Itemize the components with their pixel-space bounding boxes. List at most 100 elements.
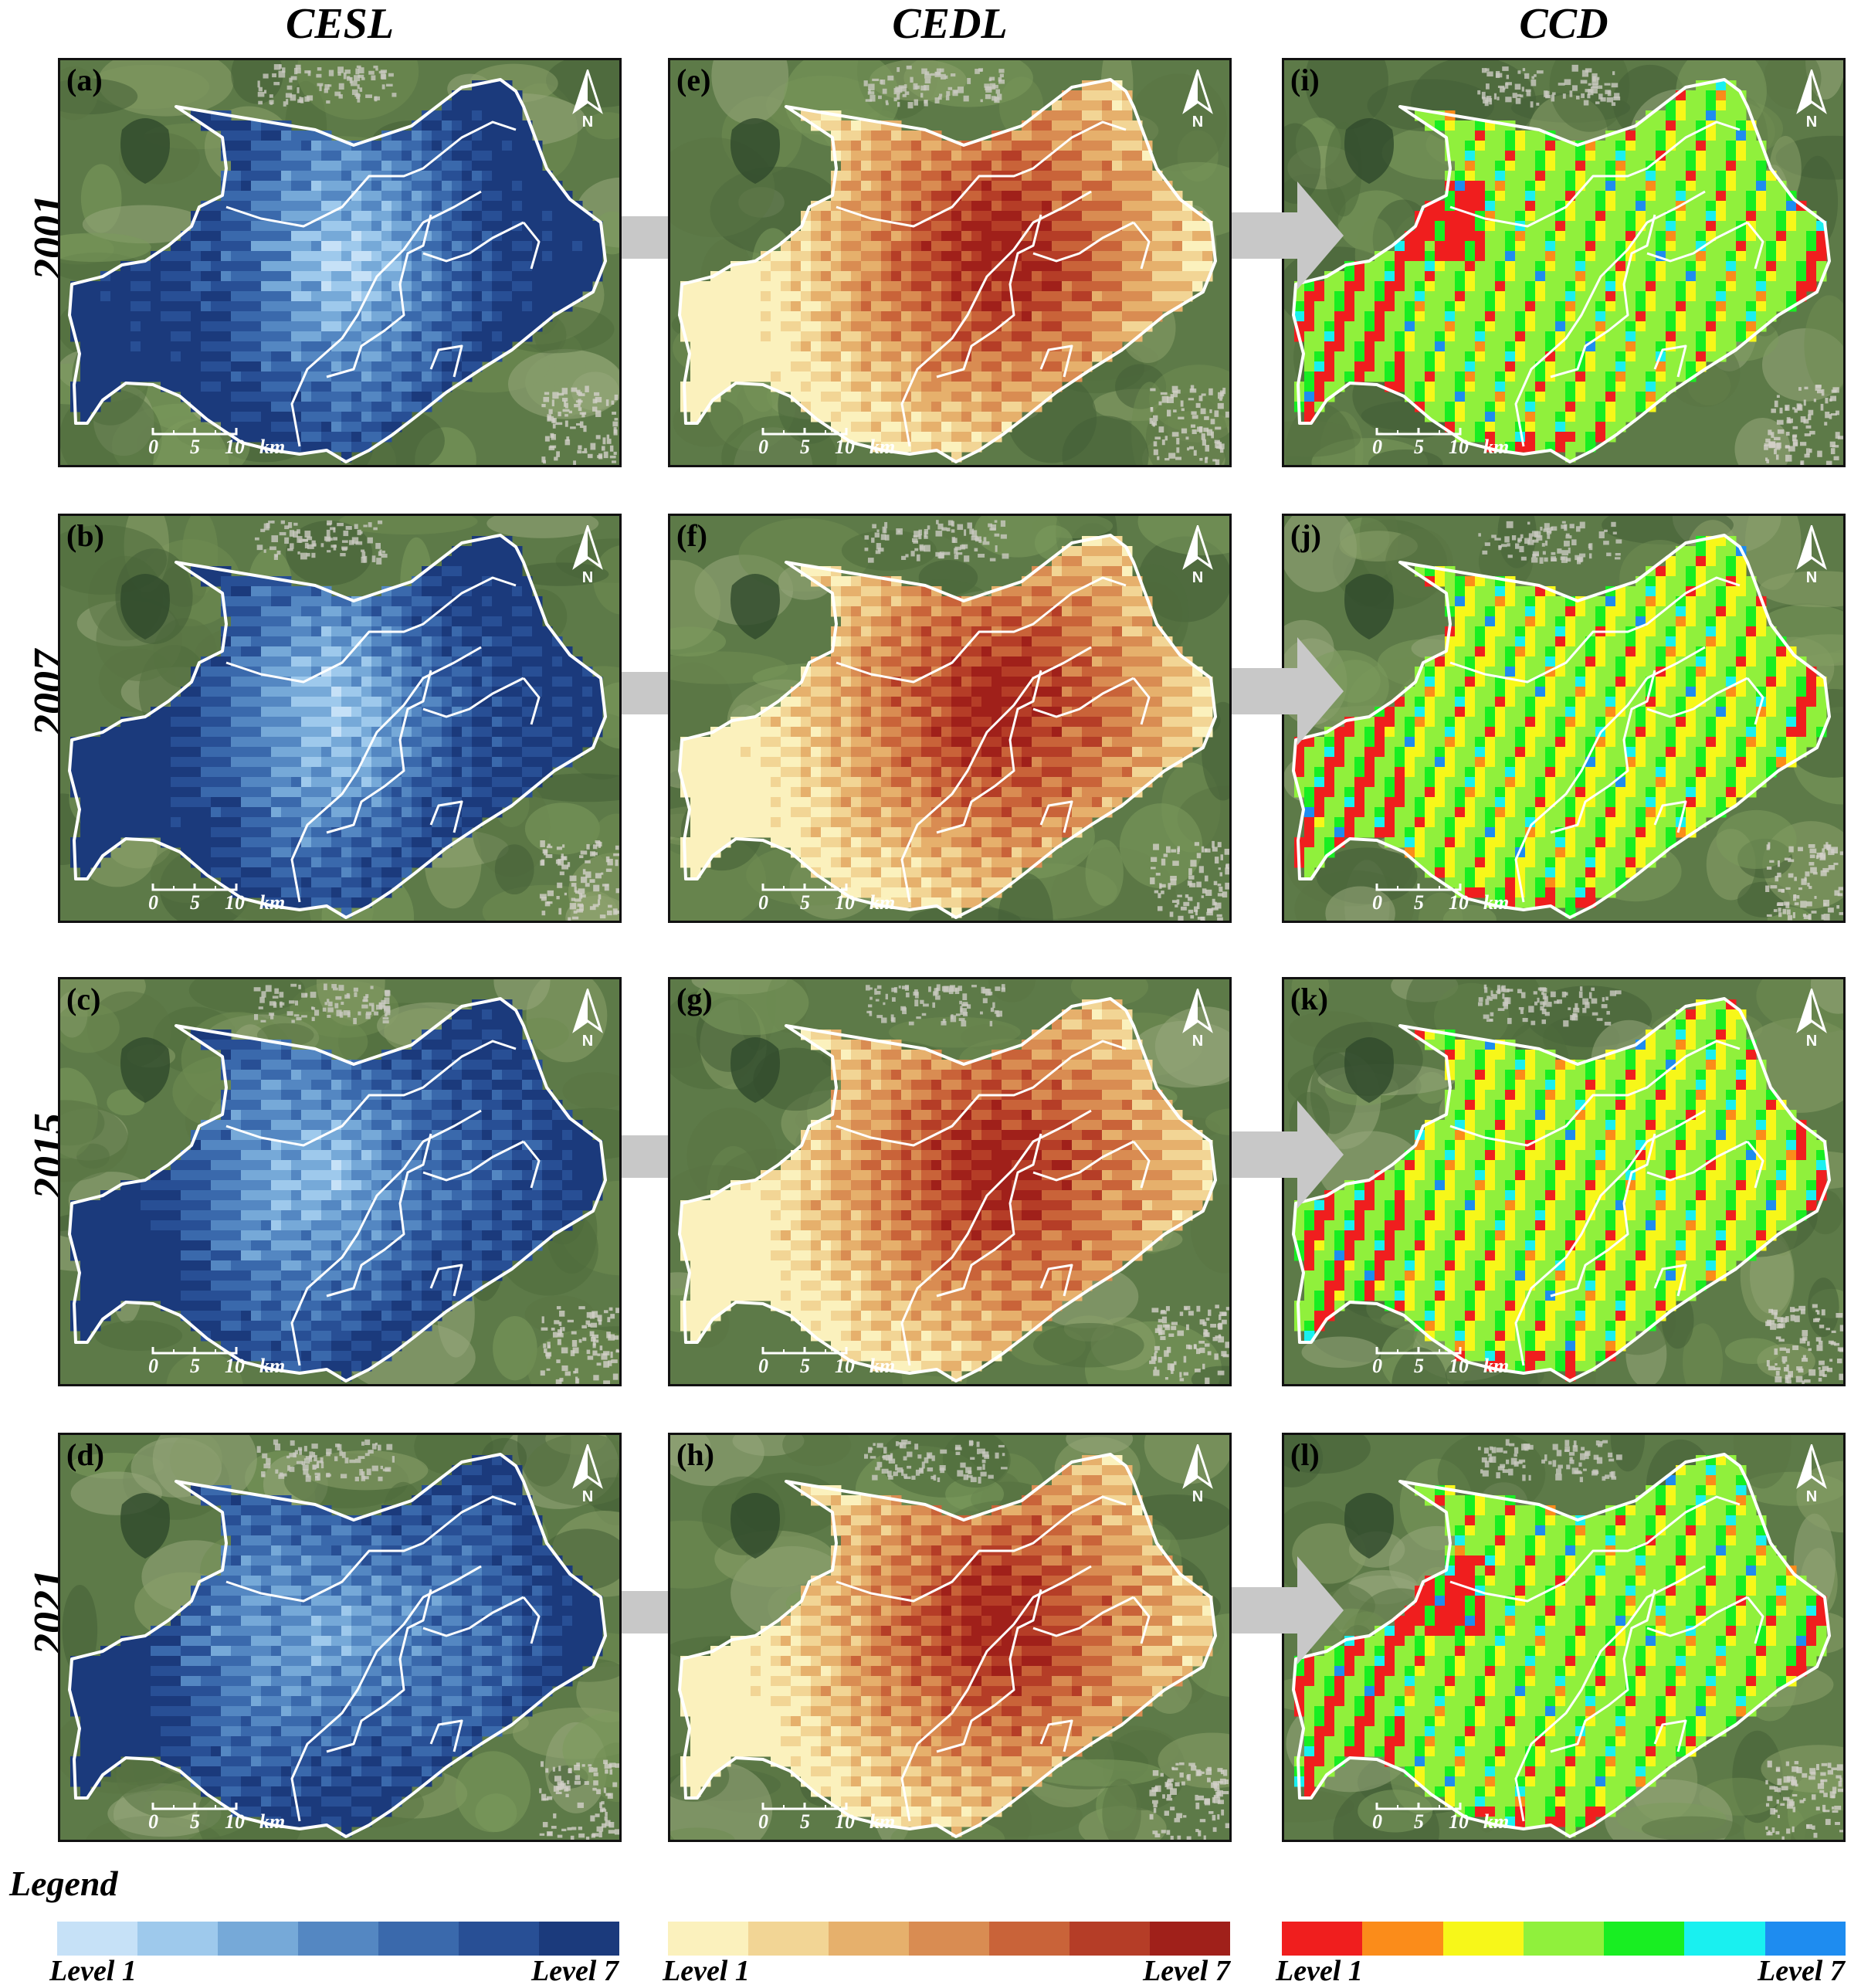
scale-label-t10: 10 bbox=[835, 436, 855, 459]
scale-label-t5: 5 bbox=[190, 891, 200, 914]
flow-arrow-icon bbox=[1232, 181, 1344, 293]
north-label: N bbox=[1794, 1488, 1829, 1506]
north-label: N bbox=[1180, 1488, 1215, 1506]
north-arrow-icon: N bbox=[1180, 1444, 1215, 1506]
satellite-basemap bbox=[1284, 516, 1846, 923]
north-label: N bbox=[570, 114, 605, 131]
legend-swatch-level-4 bbox=[1524, 1922, 1604, 1956]
north-arrow-icon: N bbox=[570, 70, 605, 131]
scale-label-unit: km bbox=[869, 436, 895, 459]
row-year-label: 2015 bbox=[6, 1131, 53, 1224]
scale-label-t5: 5 bbox=[1414, 1355, 1424, 1378]
north-label: N bbox=[1794, 114, 1829, 131]
scale-label-unit: km bbox=[1483, 1355, 1509, 1378]
scale-label-t0: 0 bbox=[148, 1355, 158, 1378]
scale-label-unit: km bbox=[259, 891, 285, 914]
scale-label-unit: km bbox=[869, 1355, 895, 1378]
legend-swatch-level-1 bbox=[668, 1922, 748, 1956]
legend-swatch-level-6 bbox=[1684, 1922, 1764, 1956]
flow-arrow-icon bbox=[1232, 1101, 1344, 1213]
legend-title: Legend bbox=[9, 1863, 118, 1904]
satellite-basemap bbox=[670, 516, 1232, 923]
north-arrow-icon: N bbox=[1180, 525, 1215, 587]
north-label: N bbox=[1794, 569, 1829, 587]
legend-cesl-low: Level 1 bbox=[49, 1954, 137, 1988]
flow-arrow-icon bbox=[1232, 637, 1344, 749]
legend-swatch-level-7 bbox=[539, 1922, 619, 1956]
north-label: N bbox=[1180, 569, 1215, 587]
scale-label-t0: 0 bbox=[1372, 436, 1382, 459]
legend-swatch-level-5 bbox=[1604, 1922, 1684, 1956]
satellite-basemap bbox=[670, 60, 1232, 467]
row-year-label: 2021 bbox=[6, 1587, 53, 1680]
panel-label: (f) bbox=[676, 517, 707, 554]
scale-label-t10: 10 bbox=[225, 1810, 245, 1834]
legend-swatch-level-3 bbox=[218, 1922, 298, 1956]
panel-label: (b) bbox=[66, 517, 104, 554]
column-header-cesl: CESL bbox=[58, 0, 622, 54]
flow-arrow-icon bbox=[622, 181, 668, 293]
north-arrow-icon: N bbox=[1794, 1444, 1829, 1506]
scale-label-unit: km bbox=[259, 1810, 285, 1834]
legend-swatch-level-1 bbox=[57, 1922, 137, 1956]
scale-label-t5: 5 bbox=[1414, 436, 1424, 459]
satellite-basemap bbox=[60, 1435, 622, 1842]
scale-label-t0: 0 bbox=[758, 1810, 768, 1834]
flow-arrow-icon bbox=[622, 1556, 668, 1668]
north-label: N bbox=[570, 1033, 605, 1050]
legend-swatch-level-3 bbox=[829, 1922, 909, 1956]
north-label: N bbox=[570, 1488, 605, 1506]
scale-label-t0: 0 bbox=[758, 1355, 768, 1378]
scale-label-t0: 0 bbox=[148, 436, 158, 459]
scale-label-unit: km bbox=[869, 891, 895, 914]
legend-swatch-level-6 bbox=[459, 1922, 539, 1956]
north-arrow-icon: N bbox=[1794, 989, 1829, 1050]
legend-cesl-high: Level 7 bbox=[531, 1954, 619, 1988]
legend-bar-cesl bbox=[57, 1922, 619, 1956]
scale-label-t0: 0 bbox=[1372, 1355, 1382, 1378]
north-arrow-icon: N bbox=[570, 525, 605, 587]
column-header-cedl: CEDL bbox=[668, 0, 1232, 54]
legend-swatch-level-1 bbox=[1282, 1922, 1362, 1956]
north-arrow-icon: N bbox=[1180, 70, 1215, 131]
scale-label-unit: km bbox=[259, 1355, 285, 1378]
panel-label: (j) bbox=[1290, 517, 1321, 554]
north-arrow-icon: N bbox=[570, 1444, 605, 1506]
scale-label-t0: 0 bbox=[148, 1810, 158, 1834]
satellite-basemap bbox=[60, 516, 622, 923]
row-year-label: 2007 bbox=[6, 668, 53, 761]
satellite-basemap bbox=[670, 979, 1232, 1386]
flow-arrow-icon bbox=[1232, 1556, 1344, 1668]
panel-label: (i) bbox=[1290, 62, 1320, 98]
scale-label-t10: 10 bbox=[225, 1355, 245, 1378]
scale-label-t10: 10 bbox=[835, 1355, 855, 1378]
legend-swatch-level-4 bbox=[298, 1922, 378, 1956]
scale-label-t10: 10 bbox=[1449, 436, 1469, 459]
panel-label: (k) bbox=[1290, 981, 1328, 1017]
scale-label-t5: 5 bbox=[800, 891, 810, 914]
legend-swatch-level-2 bbox=[1362, 1922, 1442, 1956]
scale-label-t10: 10 bbox=[1449, 1810, 1469, 1834]
panel-label: (e) bbox=[676, 62, 710, 98]
north-arrow-icon: N bbox=[1180, 989, 1215, 1050]
legend-swatch-level-4 bbox=[909, 1922, 989, 1956]
scale-label-t5: 5 bbox=[800, 1355, 810, 1378]
legend-swatch-level-7 bbox=[1765, 1922, 1846, 1956]
legend-cedl-high: Level 7 bbox=[1143, 1954, 1230, 1988]
scale-label-unit: km bbox=[1483, 436, 1509, 459]
scale-label-t5: 5 bbox=[800, 436, 810, 459]
panel-label: (a) bbox=[66, 62, 103, 98]
satellite-basemap bbox=[1284, 1435, 1846, 1842]
